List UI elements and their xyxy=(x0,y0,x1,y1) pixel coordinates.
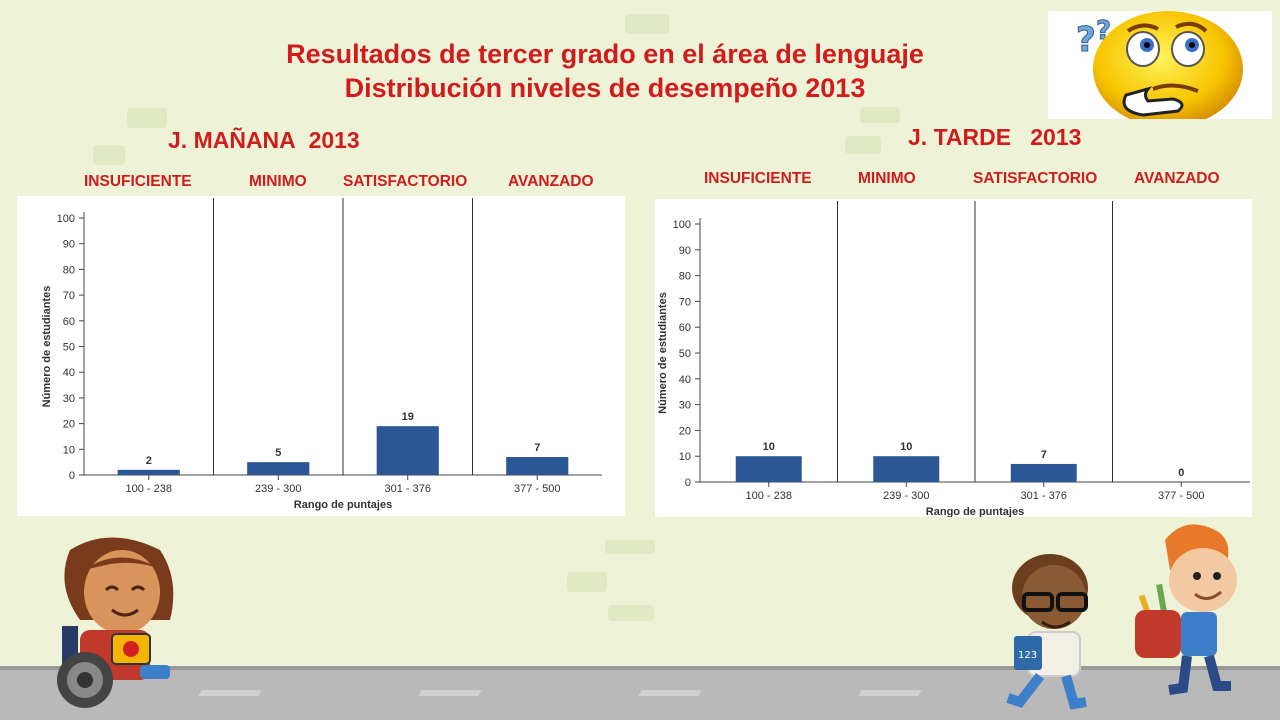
level-label-satisfactorio: SATISFACTORIO xyxy=(343,173,468,190)
floor-stripe xyxy=(418,690,482,696)
y-tick-label: 10 xyxy=(679,451,691,463)
chalk-mark xyxy=(625,14,669,34)
boy-with-glasses-illustration: 123 xyxy=(1000,552,1120,717)
chalk-mark xyxy=(845,136,881,154)
floor-edge xyxy=(0,666,1280,670)
x-tick-label: 239 - 300 xyxy=(255,483,301,495)
chalk-mark xyxy=(860,107,900,123)
thinking-emoji-icon: ? ? xyxy=(1048,11,1272,127)
bar-value-label: 0 xyxy=(1178,467,1184,479)
boy-with-backpack-illustration xyxy=(1125,520,1265,705)
bar-value-label: 7 xyxy=(534,442,540,454)
level-label-satisfactorio: SATISFACTORIO xyxy=(973,170,1098,187)
bar xyxy=(376,426,439,475)
y-tick-label: 0 xyxy=(69,470,75,482)
y-tick-label: 30 xyxy=(679,400,691,412)
svg-text:?: ? xyxy=(1076,20,1096,60)
panel-title-year: 2013 xyxy=(308,127,360,153)
x-tick-label: 239 - 300 xyxy=(883,490,929,502)
x-tick-label: 301 - 376 xyxy=(385,483,431,495)
x-tick-label: 301 - 376 xyxy=(1021,490,1067,502)
y-tick-label: 80 xyxy=(63,264,75,276)
bar-value-label: 7 xyxy=(1041,449,1047,461)
panel-title-year: 2013 xyxy=(1030,124,1082,150)
bar-value-label: 19 xyxy=(402,411,414,423)
y-tick-label: 40 xyxy=(63,367,75,379)
chalk-mark xyxy=(608,605,654,621)
y-tick-label: 70 xyxy=(679,296,691,308)
y-tick-label: 20 xyxy=(63,419,75,431)
y-tick-label: 70 xyxy=(63,290,75,302)
x-axis-title: Rango de puntajes xyxy=(294,499,392,511)
x-tick-label: 100 - 238 xyxy=(746,490,792,502)
y-tick-label: 90 xyxy=(679,245,691,257)
girl-wheelchair-illustration xyxy=(40,530,200,715)
level-label-avanzado: AVANZADO xyxy=(1134,170,1220,187)
bar-value-label: 10 xyxy=(763,441,775,453)
y-tick-label: 50 xyxy=(63,342,75,354)
y-tick-label: 60 xyxy=(679,322,691,334)
level-label-avanzado: AVANZADO xyxy=(508,173,594,190)
title-line-1: Resultados de tercer grado en el área de… xyxy=(286,39,924,69)
panel-title-text: J. MAÑANA xyxy=(168,127,296,153)
x-tick-label: 377 - 500 xyxy=(1158,490,1204,502)
title-line-2: Distribución niveles de desempeño 2013 xyxy=(344,73,866,103)
floor-stripe xyxy=(198,690,262,696)
x-tick-label: 377 - 500 xyxy=(514,483,560,495)
panel-title-tarde: J. TARDE 2013 xyxy=(908,124,1081,151)
y-tick-label: 80 xyxy=(679,271,691,283)
svg-text:123: 123 xyxy=(1018,650,1037,661)
y-tick-label: 10 xyxy=(63,444,75,456)
y-tick-label: 40 xyxy=(679,374,691,386)
bar xyxy=(506,457,569,475)
y-tick-label: 100 xyxy=(673,219,691,231)
bar xyxy=(873,456,940,482)
x-axis-title: Rango de puntajes xyxy=(926,506,1024,517)
level-label-minimo: MINIMO xyxy=(249,173,307,190)
chalk-mark xyxy=(605,540,655,554)
page-title: Resultados de tercer grado en el área de… xyxy=(150,37,1060,105)
floor-stripe xyxy=(858,690,922,696)
y-tick-label: 60 xyxy=(63,316,75,328)
y-axis-title: Número de estudiantes xyxy=(41,286,53,408)
chalk-mark xyxy=(567,572,607,592)
x-tick-label: 100 - 238 xyxy=(126,483,172,495)
y-tick-label: 90 xyxy=(63,239,75,251)
panel-title-text: J. TARDE xyxy=(908,124,1012,150)
y-tick-label: 0 xyxy=(685,477,691,489)
bar xyxy=(247,462,310,475)
bar-value-label: 10 xyxy=(900,441,912,453)
level-label-insuficiente: INSUFICIENTE xyxy=(704,170,812,187)
y-tick-label: 20 xyxy=(679,425,691,437)
level-label-insuficiente: INSUFICIENTE xyxy=(84,173,192,190)
y-tick-label: 100 xyxy=(57,213,75,225)
panel-title-manana: J. MAÑANA 2013 xyxy=(168,127,360,154)
bar-value-label: 2 xyxy=(146,455,152,467)
chalk-mark xyxy=(127,108,167,128)
bar xyxy=(117,469,180,475)
level-label-minimo: MINIMO xyxy=(858,170,916,187)
bar xyxy=(1010,463,1077,482)
y-tick-label: 50 xyxy=(679,348,691,360)
floor-stripe xyxy=(638,690,702,696)
y-tick-label: 30 xyxy=(63,393,75,405)
bar-chart-manana: 0 10 20 30 40 50 60 70 80 90 100 2 100 - 238 5 239 - 3… xyxy=(17,196,625,516)
bar-value-label: 5 xyxy=(275,447,281,459)
chalk-mark xyxy=(93,145,125,165)
chart-svg: 0 10 20 30 40 50 60 70 80 90 100 2 100 - 238 5 239 - 3… xyxy=(41,198,602,511)
bar xyxy=(735,456,802,482)
y-axis-title: Número de estudiantes xyxy=(657,292,669,414)
bar-chart-tarde: 0 10 20 30 40 50 60 70 80 90 100 10 100 - 238 10 239 -… xyxy=(655,199,1252,517)
